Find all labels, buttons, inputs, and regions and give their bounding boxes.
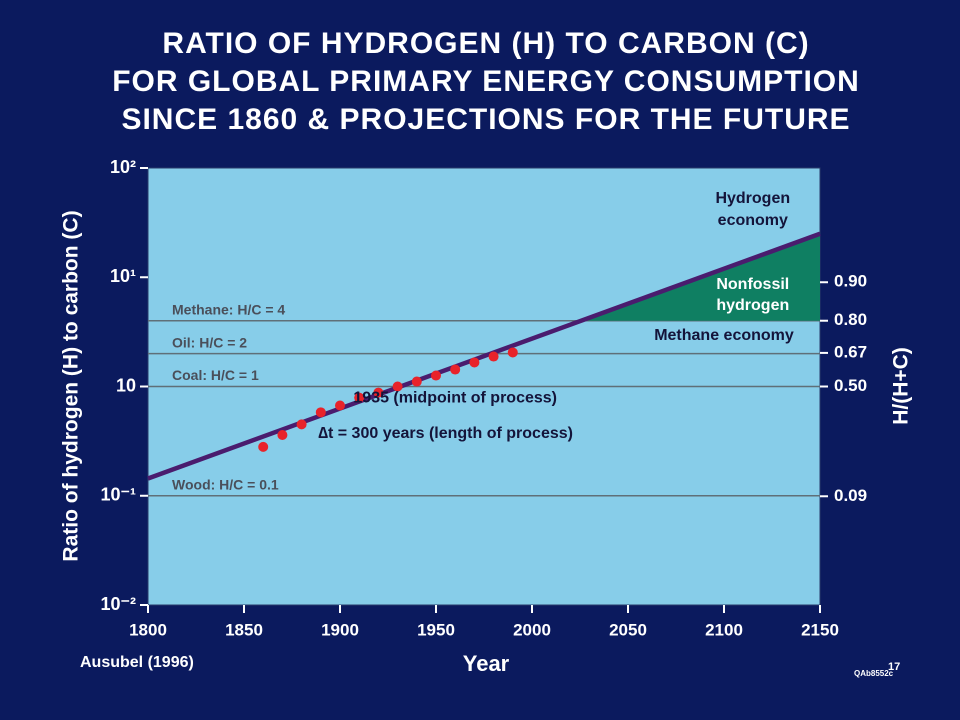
data-point <box>315 407 326 418</box>
annotation: ∆t = 300 years (length of process) <box>318 425 573 442</box>
y2-tick-label: 0.09 <box>834 486 867 505</box>
data-point <box>392 381 403 392</box>
reference-label: Methane: H/C = 4 <box>172 301 285 317</box>
data-point <box>469 357 480 368</box>
x-tick-label: 1950 <box>417 620 455 639</box>
title-line: RATIO OF HYDROGEN (H) TO CARBON (C) <box>162 27 809 60</box>
reference-label: Oil: H/C = 2 <box>172 334 247 350</box>
x-axis-label: Year <box>463 651 510 676</box>
data-point <box>431 370 441 381</box>
y-tick-label: 10 <box>116 375 136 395</box>
x-tick-label: 2050 <box>609 620 647 639</box>
y-tick-label: 10⁻¹ <box>100 485 136 505</box>
area-label: Nonfossil <box>716 276 789 293</box>
annotation: Hydrogen <box>715 190 790 207</box>
annotation: Methane economy <box>654 327 794 344</box>
y2-tick-label: 0.90 <box>834 272 867 291</box>
annotation: 1935 (midpoint of process) <box>353 390 557 407</box>
y2-tick-label: 0.50 <box>834 376 867 395</box>
data-point <box>411 376 422 387</box>
page-number: 17 <box>888 661 900 673</box>
x-tick-label: 1850 <box>225 620 263 639</box>
x-tick-label: 1800 <box>129 620 167 639</box>
x-tick-label: 2000 <box>513 620 551 639</box>
annotation: hydrogen <box>716 297 789 314</box>
y-axis-label: Ratio of hydrogen (H) to carbon (C) <box>60 210 83 561</box>
trend-line <box>147 231 821 481</box>
y-tick-label: 10² <box>110 157 136 177</box>
title-line: SINCE 1860 & PROJECTIONS FOR THE FUTURE <box>121 103 850 136</box>
data-point <box>335 400 345 411</box>
y2-axis-label: H/(H+C) <box>890 347 913 425</box>
x-tick-label: 2100 <box>705 620 743 639</box>
y-tick-label: 10¹ <box>110 266 136 286</box>
data-point <box>373 387 384 398</box>
data-point <box>258 441 269 452</box>
y2-tick-label: 0.67 <box>834 342 867 361</box>
data-point <box>354 392 365 403</box>
reference-label: Wood: H/C = 0.1 <box>172 476 279 492</box>
x-tick-label: 2150 <box>801 620 839 639</box>
source: Ausubel (1996) <box>80 654 194 671</box>
title-line: FOR GLOBAL PRIMARY ENERGY CONSUMPTION <box>112 65 860 98</box>
y2-tick-label: 0.80 <box>834 310 867 329</box>
data-point <box>488 351 499 362</box>
data-point <box>507 347 518 358</box>
data-point <box>450 364 461 375</box>
data-point <box>296 419 307 430</box>
x-tick-label: 1900 <box>321 620 359 639</box>
data-point <box>277 429 288 440</box>
reference-label: Coal: H/C = 1 <box>172 367 259 383</box>
annotation: economy <box>718 212 788 229</box>
code: QAb8552c <box>854 669 894 678</box>
y-tick-label: 10⁻² <box>100 594 136 614</box>
